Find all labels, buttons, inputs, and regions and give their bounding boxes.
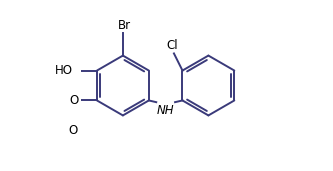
Text: O: O [70, 94, 79, 107]
Text: NH: NH [157, 104, 174, 117]
Text: Br: Br [118, 19, 131, 32]
Text: O: O [68, 124, 78, 137]
Text: HO: HO [55, 64, 73, 77]
Text: Cl: Cl [166, 39, 178, 52]
